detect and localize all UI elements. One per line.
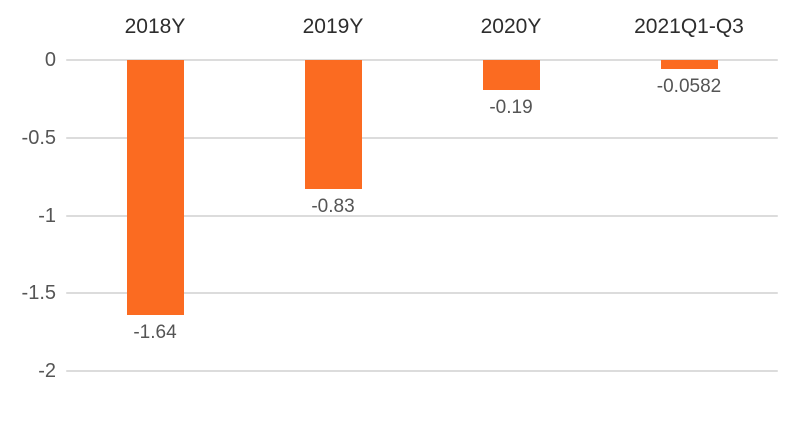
bar-2021Q1-Q3	[660, 60, 718, 69]
value-label: -0.0582	[656, 76, 722, 97]
category-label: 2018Y	[124, 15, 186, 38]
bar-2019Y	[304, 60, 362, 189]
y-axis-tick-label: -1.5	[21, 282, 56, 305]
gridline	[66, 214, 778, 217]
value-label: -0.83	[311, 196, 355, 217]
gridline	[66, 292, 778, 295]
y-axis-tick-label: -0.5	[21, 126, 56, 149]
category-label: 2020Y	[480, 15, 542, 38]
gridline	[66, 370, 778, 372]
y-axis-tick-label: -1	[38, 204, 56, 227]
bar-2020Y	[482, 60, 540, 90]
bar-2018Y	[126, 60, 184, 315]
category-label: 2021Q1-Q3	[634, 15, 744, 38]
y-axis-tick-label: -2	[38, 360, 56, 382]
value-label: -1.64	[133, 322, 177, 343]
category-label: 2019Y	[302, 15, 364, 38]
gridline	[66, 136, 778, 139]
value-label: -0.19	[489, 97, 533, 118]
y-axis-tick-label: 0	[44, 49, 56, 71]
gridline	[66, 59, 778, 61]
